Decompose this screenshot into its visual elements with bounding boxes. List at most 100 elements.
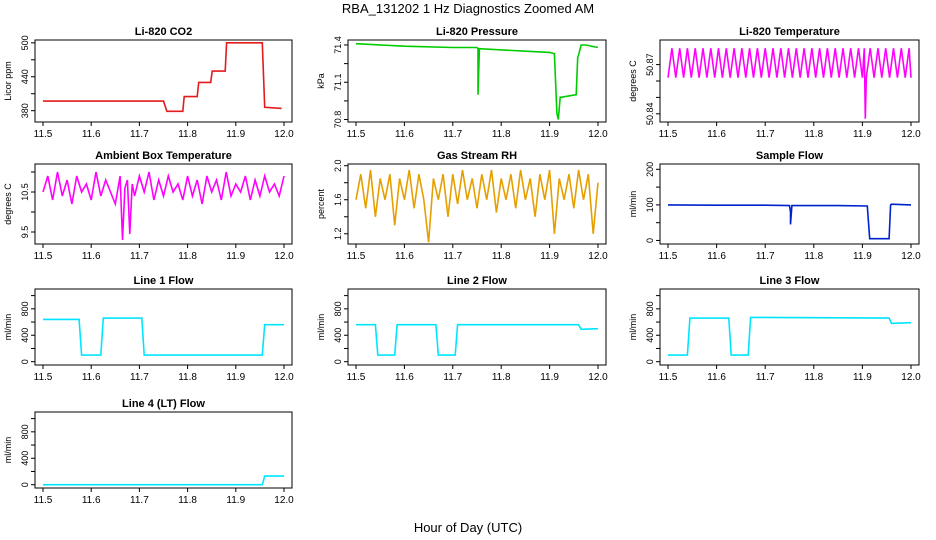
series-line-box_temp: [42, 171, 285, 241]
x-tick-label: 11.5: [659, 251, 678, 262]
x-tick-label: 12.0: [274, 372, 294, 383]
x-tick-label: 11.7: [130, 372, 149, 383]
y-tick-label: 0: [20, 359, 30, 364]
y-tick-label: 10.5: [20, 183, 30, 201]
x-tick-label: 11.5: [659, 129, 678, 140]
x-tick-label: 11.8: [178, 495, 197, 506]
x-tick-label: 12.0: [588, 251, 608, 262]
panel-title: Line 4 (LT) Flow: [122, 398, 205, 410]
x-tick-label: 11.5: [347, 251, 366, 262]
y-tick-label: 71.1: [333, 73, 343, 91]
x-tick-label: 11.9: [226, 129, 245, 140]
x-tick-label: 11.9: [226, 495, 245, 506]
x-tick-label: 11.7: [756, 372, 775, 383]
y-tick-label: 800: [20, 301, 30, 316]
y-axis-label: ml/min: [3, 437, 13, 464]
x-tick-label: 11.8: [804, 372, 823, 383]
x-tick-label: 12.0: [901, 251, 921, 262]
panel-sample_flow: Sample Flow ml/min 11.5 11.6 11.7 11.8 11.9 12.…: [628, 150, 921, 262]
y-tick-label: 0: [645, 238, 655, 243]
panel-gas_rh: Gas Stream RH percent 11.5 11.6 11.7 11.8 11.9…: [316, 150, 608, 262]
x-tick-label: 11.9: [853, 129, 872, 140]
x-tick-label: 11.8: [492, 372, 511, 383]
series-line-gas_rh: [355, 169, 599, 243]
x-tick-label: 11.6: [707, 251, 726, 262]
panel-line3: Line 3 Flow ml/min 11.5 11.6 11.7 11.8 11.9 12.…: [628, 275, 921, 383]
x-tick-label: 11.8: [178, 372, 197, 383]
panel-box_temp: Ambient Box Temperature degrees C 11.5 11.6…: [3, 150, 294, 262]
panel-title: Line 3 Flow: [760, 275, 820, 287]
series-line-sample_flow: [667, 203, 912, 240]
y-tick-label: 0: [645, 359, 655, 364]
y-tick-label: 71.4: [333, 36, 343, 54]
y-axis-label: ml/min: [628, 314, 638, 341]
panel-title: Line 2 Flow: [447, 275, 507, 287]
series-line-line1: [43, 317, 284, 356]
y-tick-label: 380: [20, 103, 30, 118]
panel-co2: Li-820 CO2 Licor ppm 11.5 11.6 11.7 11.8 11.9 1…: [3, 26, 294, 140]
series-line-pressure: [355, 42, 599, 120]
y-tick-label: 50.87: [645, 53, 655, 76]
y-tick-label: 400: [20, 328, 30, 343]
x-tick-label: 11.5: [34, 372, 53, 383]
x-tick-label: 11.7: [443, 251, 462, 262]
x-tick-label: 11.9: [226, 251, 245, 262]
x-tick-label: 11.6: [395, 129, 414, 140]
y-tick-label: 440: [20, 69, 30, 84]
y-tick-label: 400: [20, 451, 30, 466]
panel-title: Li-820 Pressure: [436, 26, 518, 38]
x-tick-label: 11.8: [804, 251, 823, 262]
x-tick-label: 11.9: [853, 372, 872, 383]
plot-frame: [347, 39, 607, 123]
y-axis-label: degrees C: [628, 60, 638, 102]
x-tick-label: 11.8: [178, 251, 197, 262]
panel-licor_temp: Li-820 Temperature degrees C 11.5 11.6 11.7 1…: [628, 26, 921, 140]
y-tick-label: 100: [645, 197, 655, 212]
x-tick-label: 11.7: [130, 251, 149, 262]
x-tick-label: 11.5: [347, 372, 366, 383]
y-tick-label: 50.84: [645, 103, 655, 126]
y-tick-label: 400: [333, 328, 343, 343]
x-tick-label: 11.9: [540, 372, 559, 383]
y-tick-label: 800: [645, 301, 655, 316]
x-tick-label: 11.6: [82, 251, 101, 262]
y-tick-label: 800: [333, 301, 343, 316]
x-tick-label: 11.6: [395, 372, 414, 383]
x-tick-label: 11.5: [347, 129, 366, 140]
x-tick-label: 11.5: [659, 372, 678, 383]
y-axis-label: kPa: [316, 73, 326, 89]
y-tick-label: 2.0: [333, 159, 343, 172]
x-tick-label: 11.8: [492, 251, 511, 262]
series-line-line2: [356, 323, 599, 356]
y-tick-label: 500: [20, 35, 30, 50]
panel-title: Sample Flow: [756, 150, 824, 162]
y-tick-label: 800: [20, 424, 30, 439]
series-line-co2: [43, 41, 282, 113]
panel-pressure: Li-820 Pressure kPa 11.5 11.6 11.7 11.8 11.9 12…: [316, 26, 608, 140]
panel-line4: Line 4 (LT) Flow ml/min 11.5 11.6 11.7 11.8 11…: [3, 398, 294, 506]
plot-frame: [34, 288, 293, 366]
y-axis-label: ml/min: [628, 191, 638, 218]
x-tick-label: 11.8: [492, 129, 511, 140]
x-tick-label: 11.9: [540, 251, 559, 262]
plot-frame: [34, 411, 293, 489]
x-tick-label: 12.0: [901, 129, 921, 140]
figure-xlabel: Hour of Day (UTC): [414, 520, 522, 535]
x-tick-label: 11.9: [853, 251, 872, 262]
plot-frame: [659, 288, 920, 366]
y-axis-label: ml/min: [3, 314, 13, 341]
y-tick-label: 1.2: [333, 228, 343, 241]
x-tick-label: 11.6: [395, 251, 414, 262]
x-tick-label: 12.0: [274, 129, 294, 140]
x-tick-label: 11.5: [34, 495, 53, 506]
plot-frame: [34, 39, 293, 123]
panel-title: Line 1 Flow: [134, 275, 194, 287]
x-tick-label: 12.0: [274, 251, 294, 262]
series-line-line3: [668, 316, 912, 356]
x-tick-label: 11.6: [707, 372, 726, 383]
y-tick-label: 70.8: [333, 111, 343, 129]
panel-title: Li-820 Temperature: [739, 26, 840, 38]
panel-title: Gas Stream RH: [437, 150, 517, 162]
x-tick-label: 11.6: [707, 129, 726, 140]
